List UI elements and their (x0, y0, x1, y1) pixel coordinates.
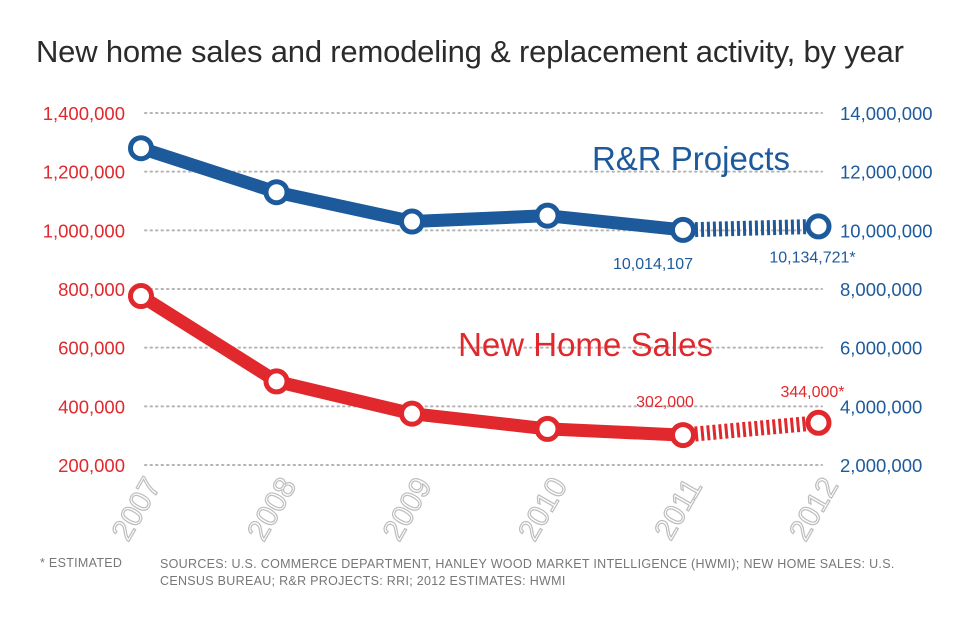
data-point (534, 202, 561, 229)
series-estimated-segment (682, 218, 819, 238)
data-point (399, 400, 425, 427)
series-name-label: R&R Projects (592, 140, 790, 177)
data-point (399, 208, 425, 235)
left-tick-label: 600,000 (58, 338, 125, 359)
series-group (128, 135, 832, 449)
x-axis: 2007 2008 2009 2010 2011 2012 (105, 471, 846, 547)
data-label: 344,000* (780, 384, 844, 401)
data-point (263, 179, 290, 206)
series-estimated-segment (682, 415, 820, 443)
left-tick-label: 1,400,000 (43, 103, 125, 124)
left-tick-label: 400,000 (58, 396, 125, 417)
x-tick-label: 2007 (106, 472, 168, 546)
data-point (128, 283, 154, 310)
data-point (263, 368, 290, 395)
data-point (670, 216, 696, 243)
data-point (805, 213, 832, 240)
footnote: * ESTIMATED (40, 556, 123, 570)
data-label: 302,000 (636, 394, 694, 411)
data-point (805, 409, 832, 436)
right-tick-label: 2,000,000 (840, 455, 922, 476)
right-axis: 14,000,000 12,000,000 10,000,000 8,000,000 6… (840, 103, 933, 476)
x-tick-label: 2010 (512, 472, 574, 546)
left-tick-label: 1,200,000 (43, 162, 125, 183)
x-tick-label: 2012 (783, 472, 845, 546)
right-tick-label: 14,000,000 (840, 103, 933, 124)
data-label: 10,014,107 (613, 256, 693, 273)
series-name-label: New Home Sales (458, 326, 713, 363)
right-tick-label: 4,000,000 (840, 396, 922, 417)
left-axis: 1,400,000 1,200,000 1,000,000 800,000 600,00… (43, 103, 125, 476)
data-point (670, 422, 696, 449)
x-tick-label: 2011 (648, 473, 709, 545)
data-point (534, 415, 561, 442)
data-labels: R&R Projects New Home Sales 10,014,107 10,1… (458, 140, 856, 411)
right-tick-label: 6,000,000 (840, 338, 922, 359)
data-label: 10,134,721* (769, 249, 855, 266)
chart-title: New home sales and remodeling & replacem… (36, 34, 904, 69)
right-tick-label: 8,000,000 (840, 279, 922, 300)
sources-note: SOURCES: U.S. COMMERCE DEPARTMENT, HANLE… (160, 557, 895, 588)
right-tick-label: 10,000,000 (840, 220, 933, 241)
right-tick-label: 12,000,000 (840, 162, 933, 183)
left-tick-label: 200,000 (58, 455, 125, 476)
x-tick-label: 2008 (241, 472, 303, 546)
x-tick-label: 2009 (377, 472, 439, 546)
left-tick-label: 800,000 (58, 279, 125, 300)
left-tick-label: 1,000,000 (43, 220, 125, 241)
data-point (128, 135, 154, 162)
